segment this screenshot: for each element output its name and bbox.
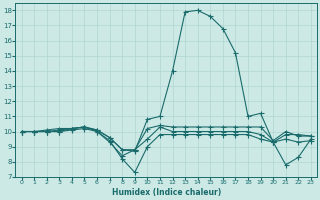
X-axis label: Humidex (Indice chaleur): Humidex (Indice chaleur) bbox=[112, 188, 221, 197]
